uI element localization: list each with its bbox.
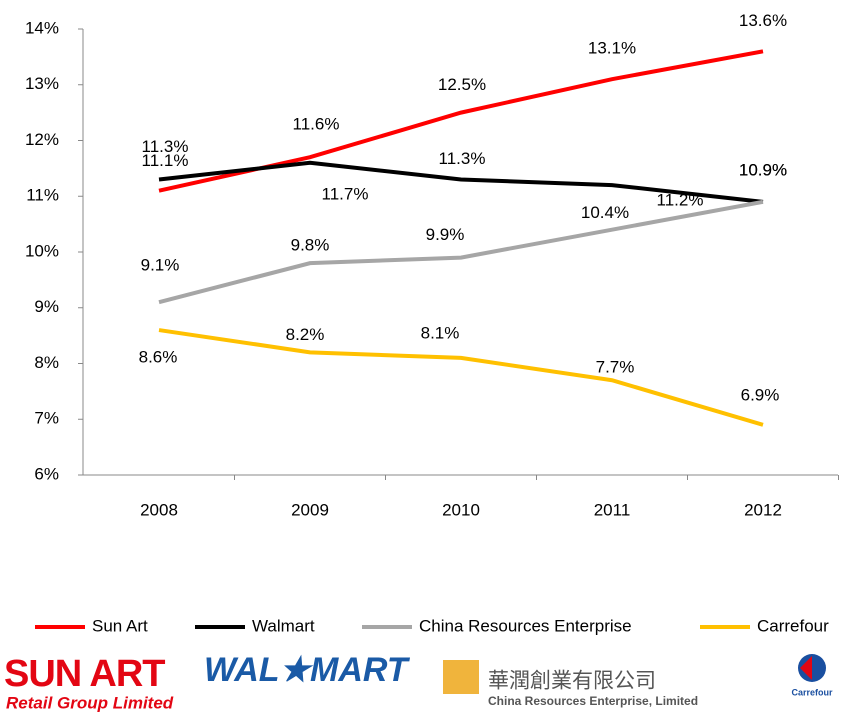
legend-label: Carrefour — [757, 616, 829, 635]
logo-walmart: WAL★MART — [204, 651, 411, 689]
y-tick-label: 9% — [34, 297, 59, 316]
data-label: 6.9% — [741, 385, 780, 404]
data-label: 13.1% — [588, 39, 636, 58]
y-tick-label: 13% — [25, 74, 59, 93]
data-label: 9.9% — [426, 225, 465, 244]
x-tick-label: 2011 — [594, 500, 631, 519]
data-label: 11.7% — [322, 185, 369, 204]
legend-label: Sun Art — [92, 616, 148, 635]
data-label: 10.9% — [739, 160, 787, 179]
logo-text: SUN ART — [4, 653, 165, 695]
logo-icon — [800, 656, 812, 680]
data-label: 9.8% — [291, 236, 330, 255]
logo-carrefour: Carrefour — [791, 654, 833, 697]
logo-text: Retail Group Limited — [6, 693, 174, 712]
data-label: 11.6% — [293, 114, 340, 133]
logo-sun-art: SUN ART Retail Group Limited — [4, 653, 174, 712]
y-tick-label: 7% — [34, 409, 59, 428]
series-line — [158, 328, 764, 427]
y-tick-label: 6% — [34, 464, 59, 483]
y-tick-label: 11% — [26, 186, 59, 205]
series-line — [158, 160, 764, 204]
y-tick-label: 14% — [25, 18, 59, 37]
logo-text: China Resources Enterprise, Limited — [488, 694, 698, 708]
x-tick-label: 2009 — [291, 500, 329, 519]
data-label: 8.1% — [421, 323, 460, 342]
logo-icon — [443, 660, 479, 694]
data-label: 11.3% — [142, 137, 189, 156]
legend-label: China Resources Enterprise — [419, 616, 632, 635]
y-tick-label: 8% — [34, 353, 59, 372]
data-label: 12.5% — [438, 75, 486, 94]
x-tick-label: 2008 — [140, 500, 178, 519]
data-label: 9.1% — [141, 256, 180, 275]
data-label: 13.6% — [739, 11, 787, 30]
legend-label: Walmart — [252, 616, 315, 635]
data-label: 8.6% — [139, 348, 178, 367]
data-label: 10.4% — [581, 203, 629, 222]
x-tick-label: 2012 — [744, 500, 782, 519]
data-label: 7.7% — [596, 358, 635, 377]
data-label: 8.2% — [286, 325, 325, 344]
logo-cre: 華潤創業有限公司 China Resources Enterprise, Lim… — [443, 660, 698, 708]
data-label: 11.3% — [439, 149, 486, 168]
series-line — [158, 199, 764, 305]
data-label: 11.1% — [142, 151, 189, 170]
logo-text: Carrefour — [791, 687, 833, 697]
data-label: 11.2% — [657, 191, 704, 210]
data-label: 10.9% — [739, 160, 787, 179]
y-tick-label: 10% — [25, 241, 59, 260]
logo-text: 華潤創業有限公司 — [488, 670, 656, 693]
y-tick-label: 12% — [25, 130, 59, 149]
x-tick-label: 2010 — [442, 500, 480, 519]
